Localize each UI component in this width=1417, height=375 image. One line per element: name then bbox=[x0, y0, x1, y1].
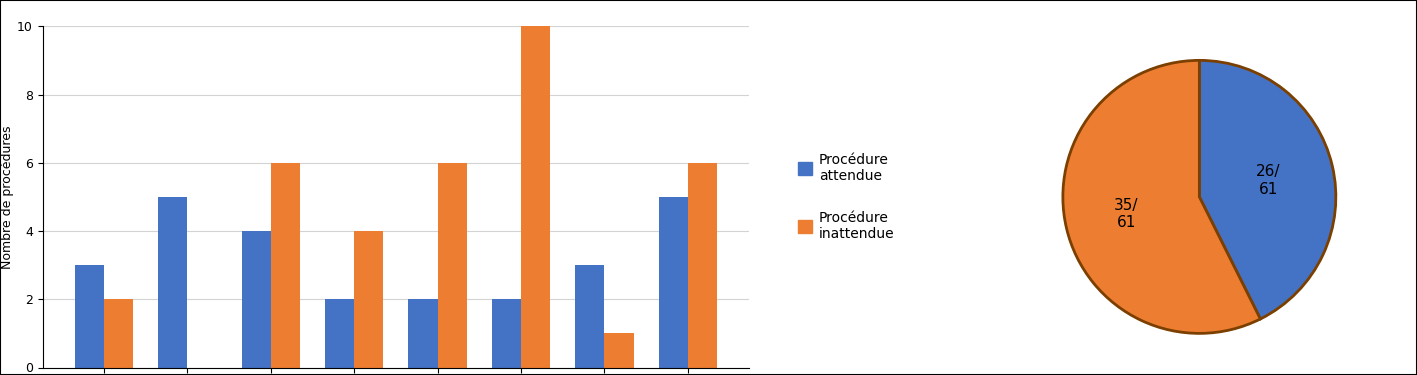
Bar bbox=[408, 299, 438, 368]
Bar bbox=[159, 197, 187, 368]
Bar bbox=[492, 299, 521, 368]
Bar bbox=[271, 163, 300, 368]
Text: 26/
61: 26/ 61 bbox=[1257, 164, 1281, 197]
Bar bbox=[75, 265, 103, 368]
Bar bbox=[687, 163, 717, 368]
Wedge shape bbox=[1063, 60, 1260, 333]
Bar bbox=[354, 231, 384, 368]
Bar bbox=[605, 333, 633, 368]
Bar bbox=[241, 231, 271, 368]
Bar bbox=[103, 299, 133, 368]
Bar bbox=[659, 197, 687, 368]
Y-axis label: Nombre de procédures: Nombre de procédures bbox=[1, 125, 14, 268]
Wedge shape bbox=[1199, 60, 1336, 319]
Bar bbox=[575, 265, 605, 368]
Text: 35/
61: 35/ 61 bbox=[1114, 198, 1138, 230]
Bar bbox=[324, 299, 354, 368]
Bar bbox=[438, 163, 466, 368]
Bar bbox=[521, 26, 550, 367]
Legend: Procédure
attendue, Procédure
inattendue: Procédure attendue, Procédure inattendue bbox=[798, 153, 894, 241]
